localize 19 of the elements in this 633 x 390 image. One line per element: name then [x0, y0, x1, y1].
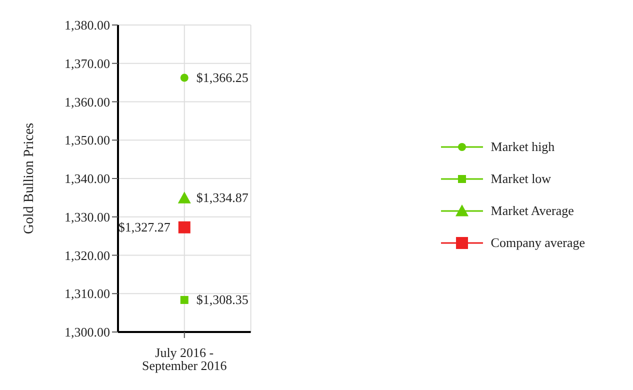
y-tick-label: 1,310.00: [64, 286, 110, 302]
y-tick-label: 1,330.00: [64, 209, 110, 224]
y-tick-label: 1,370.00: [64, 56, 110, 71]
x-tick-label: July 2016 - September 2016: [142, 345, 228, 374]
y-tick-label: 1,320.00: [64, 248, 110, 263]
data-label: $1,308.35: [196, 292, 248, 307]
legend-label: Market low: [490, 171, 552, 187]
data-label: $1,327.27: [118, 219, 171, 234]
data-label: $1,334.87: [196, 190, 249, 206]
legend-label: Market Average: [490, 203, 574, 219]
y-tick-label: 1,350.00: [64, 132, 110, 148]
y-tick-label: 1,360.00: [64, 94, 110, 110]
y-tick-label: 1,300.00: [64, 324, 110, 340]
y-tick-label: 1,380.00: [64, 18, 110, 33]
legend-label: Market high: [490, 139, 555, 155]
data-label: $1,366.25: [196, 70, 248, 85]
legend-label: Company average: [490, 235, 585, 251]
y-tick-label: 1,340.00: [64, 171, 110, 186]
y-axis-title: Gold Bullion Prices: [22, 122, 37, 234]
